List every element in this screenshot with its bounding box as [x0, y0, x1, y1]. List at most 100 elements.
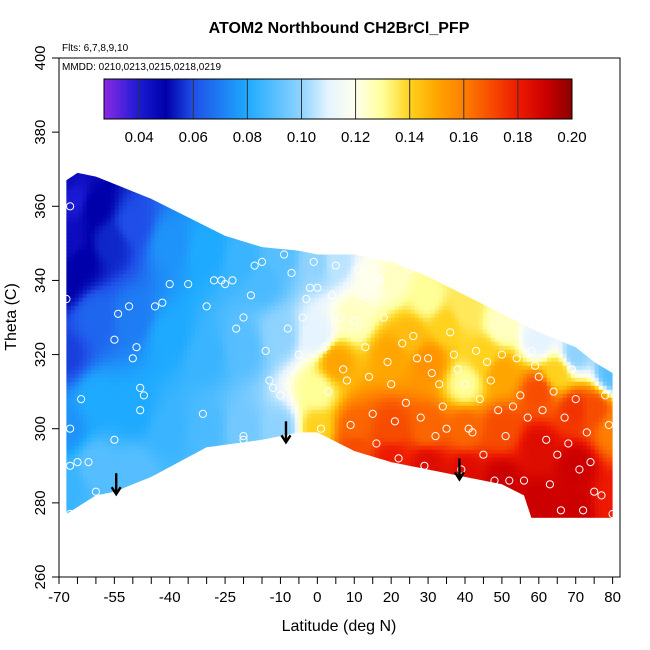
heatmap-cell: [526, 177, 532, 183]
heatmap-cell: [174, 225, 180, 231]
heatmap-cell: [311, 162, 316, 167]
heatmap-cell: [594, 172, 600, 175]
heatmap-cell: [514, 197, 520, 203]
heatmap-cell: [90, 177, 96, 183]
heatmap-cell: [570, 201, 576, 207]
heatmap-cell: [66, 217, 72, 223]
heatmap-cell: [262, 177, 268, 183]
heatmap-cell: [334, 181, 340, 187]
heatmap-cell: [374, 181, 380, 187]
heatmap-cell: [450, 177, 456, 183]
heatmap-cell: [546, 209, 552, 215]
heatmap-cell: [226, 301, 232, 307]
heatmap-cell: [266, 197, 272, 203]
heatmap-cell: [446, 261, 452, 267]
heatmap-cell: [234, 205, 240, 211]
heatmap-cell: [290, 297, 296, 303]
heatmap-cell: [187, 166, 192, 171]
heatmap-cell: [82, 221, 88, 227]
heatmap-cell: [562, 229, 568, 235]
heatmap-cell: [106, 289, 112, 295]
heatmap-cell: [606, 225, 612, 231]
heatmap-cell: [615, 218, 620, 223]
heatmap-cell: [234, 217, 240, 223]
heatmap-cell: [422, 197, 428, 203]
heatmap-cell: [334, 193, 340, 199]
heatmap-cell: [242, 197, 248, 203]
heatmap-cell: [446, 172, 452, 175]
heatmap-cell: [326, 209, 332, 215]
heatmap-cell: [214, 257, 220, 263]
heatmap-cell: [418, 273, 424, 279]
heatmap-cell: [414, 205, 420, 211]
heatmap-cell: [306, 209, 312, 215]
heatmap-cell: [530, 173, 536, 179]
heatmap-cell: [434, 193, 440, 199]
heatmap-cell: [378, 261, 384, 267]
heatmap-cell: [406, 205, 412, 211]
heatmap-cell: [274, 297, 280, 303]
heatmap-cell: [610, 172, 613, 175]
heatmap-cell: [474, 205, 480, 211]
heatmap-cell: [270, 201, 276, 207]
heatmap-cell: [574, 201, 580, 207]
heatmap-cell: [294, 181, 300, 187]
heatmap-cell: [478, 273, 484, 279]
heatmap-cell: [298, 265, 304, 271]
heatmap-cell: [179, 162, 184, 167]
heatmap-cell: [519, 162, 524, 167]
heatmap-cell: [186, 181, 192, 187]
heatmap-cell: [306, 237, 312, 243]
heatmap-cell: [274, 173, 280, 179]
heatmap-cell: [550, 205, 556, 211]
heatmap-cell: [566, 233, 572, 239]
heatmap-cell: [223, 162, 228, 167]
heatmap-cell: [190, 265, 196, 271]
heatmap-cell: [70, 241, 76, 247]
heatmap-cell: [534, 293, 540, 299]
heatmap-cell: [474, 197, 480, 203]
heatmap-cell: [166, 209, 172, 215]
heatmap-cell: [186, 213, 192, 219]
heatmap-cell: [570, 209, 576, 215]
heatmap-cell: [583, 166, 588, 171]
heatmap-cell: [574, 249, 580, 255]
heatmap-cell: [202, 245, 208, 251]
heatmap-cell: [246, 249, 252, 255]
heatmap-cell: [598, 172, 604, 175]
heatmap-cell: [502, 277, 508, 283]
heatmap-cell: [230, 293, 236, 299]
heatmap-cell: [162, 261, 168, 267]
heatmap-cell: [362, 229, 368, 235]
heatmap-cell: [123, 162, 128, 167]
heatmap-cell: [446, 277, 452, 283]
heatmap-cell: [150, 277, 156, 283]
heatmap-cell: [162, 225, 168, 231]
heatmap-cell: [322, 193, 328, 199]
heatmap-cell: [430, 273, 436, 279]
heatmap-cell: [598, 185, 604, 191]
heatmap-cell: [394, 285, 400, 291]
heatmap-cell: [86, 273, 92, 279]
heatmap-cell: [190, 221, 196, 227]
heatmap-cell: [142, 173, 148, 179]
heatmap-cell: [442, 217, 448, 223]
heatmap-cell: [366, 245, 372, 251]
heatmap-cell: [458, 237, 464, 243]
heatmap-cell: [542, 297, 548, 303]
heatmap-cell: [74, 257, 80, 263]
heatmap-cell: [170, 285, 176, 291]
heatmap-cell: [202, 205, 208, 211]
heatmap-cell: [590, 261, 596, 267]
heatmap-cell: [130, 172, 136, 175]
heatmap-cell: [206, 189, 212, 195]
heatmap-cell: [422, 201, 428, 207]
heatmap-cell: [494, 229, 500, 235]
heatmap-cell: [374, 301, 380, 307]
heatmap-cell: [194, 281, 200, 287]
heatmap-cell: [286, 197, 292, 203]
heatmap-cell: [162, 181, 168, 187]
heatmap-cell: [394, 265, 400, 271]
heatmap-cell: [182, 273, 188, 279]
heatmap-cell: [290, 269, 296, 275]
